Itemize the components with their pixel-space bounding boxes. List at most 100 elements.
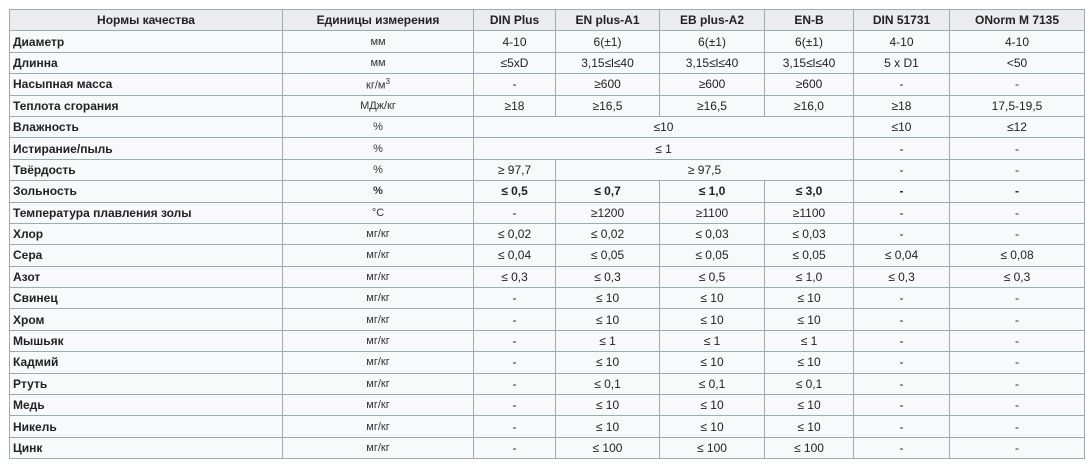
value-cell: ≤ 0,1	[555, 372, 660, 396]
table-row: Влажность% ≤10 ≤10 ≤12	[9, 115, 1085, 139]
row-unit: °C	[282, 201, 474, 224]
value-cell: -	[853, 351, 950, 374]
column-header: Единицы измерения	[282, 8, 474, 32]
value-cell: 6(±1)	[659, 30, 765, 53]
row-unit: мг/кг	[282, 265, 474, 289]
value-cell: ≤ 10	[659, 351, 765, 374]
value-cell: <50	[949, 51, 1085, 75]
value-cell: -	[473, 73, 556, 96]
value-cell: -	[853, 394, 950, 417]
unit-text: мг/кг	[366, 377, 390, 390]
unit-text: мг/кг	[366, 313, 390, 326]
unit-text: %	[373, 163, 383, 176]
row-name: Влажность	[9, 115, 283, 139]
unit-text: мг/кг	[366, 356, 390, 369]
value-cell: ≤ 100	[555, 436, 660, 460]
value-cell: ≤ 0,04	[853, 244, 950, 267]
unit-text: мг/кг	[366, 270, 390, 283]
unit-text: мг/кг	[366, 249, 390, 262]
row-unit: мг/кг	[282, 308, 474, 331]
row-unit: %	[282, 158, 474, 182]
row-unit: мг/кг	[282, 287, 474, 310]
column-header: EN plus-A1	[555, 8, 660, 32]
unit-text: мг/кг	[366, 292, 390, 305]
row-unit: мг/кг	[282, 222, 474, 246]
value-cell: -	[473, 287, 556, 310]
value-cell: ≥16,0	[764, 94, 854, 117]
value-cell: 17,5-19,5	[949, 94, 1085, 117]
value-cell: ≤ 0,3	[853, 265, 950, 289]
value-cell: -	[473, 329, 556, 353]
value-cell: ≤ 0,3	[949, 265, 1085, 289]
value-cell: ≤ 1,0	[764, 265, 854, 289]
row-unit: мм	[282, 30, 474, 53]
value-cell: ≤ 10	[555, 287, 660, 310]
value-cell: 3,15≤l≤40	[555, 51, 660, 75]
row-name: Свинец	[9, 287, 283, 310]
value-cell: -	[949, 308, 1085, 331]
row-unit: мг/кг	[282, 394, 474, 417]
value-cell: 5 x D1	[853, 51, 950, 75]
value-cell: ≤ 1	[555, 329, 660, 353]
value-cell: ≤10	[853, 115, 950, 139]
row-unit: мг/кг	[282, 415, 474, 438]
value-cell: ≥ 97,7	[473, 158, 556, 182]
value-cell: -	[853, 287, 950, 310]
row-unit: мг/кг	[282, 329, 474, 353]
table-row: Хлор мг/кг ≤ 0,02 ≤ 0,02 ≤ 0,03 ≤ 0,03- -	[9, 222, 1085, 246]
value-cell: ≤ 0,03	[764, 222, 854, 246]
row-name: Хлор	[9, 222, 283, 246]
row-name: Хром	[9, 308, 283, 331]
table-row: Медь мг/кг - ≤ 10 ≤ 10 ≤ 10- -	[9, 394, 1085, 417]
row-name: Температура плавления золы	[9, 201, 283, 224]
row-name: Истирание/пыль	[9, 137, 283, 160]
value-cell: ≤ 100	[659, 436, 765, 460]
value-cell: -	[949, 137, 1085, 160]
value-cell: ≥16,5	[555, 94, 660, 117]
value-cell: ≤ 0,08	[949, 244, 1085, 267]
value-cell: -	[949, 394, 1085, 417]
table-row: Никель мг/кг - ≤ 10 ≤ 10 ≤ 10- -	[9, 415, 1085, 438]
value-cell: -	[949, 73, 1085, 96]
row-name: Никель	[9, 415, 283, 438]
column-header: EB plus-A2	[659, 8, 765, 32]
column-header: ONorm M 7135	[949, 8, 1085, 32]
value-cell: ≤ 0,3	[555, 265, 660, 289]
unit-text: мг/кг	[366, 335, 390, 348]
value-cell: -	[853, 372, 950, 396]
value-cell: ≤ 0,1	[764, 372, 854, 396]
value-cell: 4-10	[949, 30, 1085, 53]
table-row: Ртуть мг/кг - ≤ 0,1 ≤ 0,1 ≤ 0,1- -	[9, 372, 1085, 396]
value-cell: 4-10	[473, 30, 556, 53]
row-unit: мг/кг	[282, 244, 474, 267]
value-cell: ≤ 0,7	[555, 180, 660, 203]
row-name: Насыпная масса	[9, 73, 283, 96]
value-cell: ≤ 0,5	[473, 180, 556, 203]
row-unit: %	[282, 115, 474, 139]
value-cell: -	[853, 180, 950, 203]
unit-text: мг/кг	[366, 228, 390, 241]
value-cell: ≥ 97,5	[555, 158, 854, 182]
value-cell: ≤ 1,0	[659, 180, 765, 203]
unit-text: мг/кг	[366, 442, 390, 454]
row-unit: мг/кг	[282, 351, 474, 374]
value-cell: ≤ 10	[555, 351, 660, 374]
unit-superscript: 3	[385, 77, 390, 87]
row-name: Ртуть	[9, 372, 283, 396]
value-cell: ≤ 10	[659, 308, 765, 331]
quality-standards-table: Нормы качества Единицы измерения DIN Plus E…	[9, 8, 1085, 460]
value-cell: -	[473, 201, 556, 224]
column-header: DIN Plus	[473, 8, 556, 32]
value-cell: ≤ 100	[764, 436, 854, 460]
value-cell: -	[949, 436, 1085, 460]
row-unit: МДж/кг	[282, 94, 474, 117]
table-row: Теплота сгорания МДж/кг ≥18 ≥16,5 ≥16,5 ≥16,0…	[9, 94, 1085, 117]
table-row: Кадмий мг/кг - ≤ 10 ≤ 10 ≤ 10- -	[9, 351, 1085, 374]
row-unit: кг/м3	[282, 73, 474, 96]
unit-text: %	[373, 185, 383, 198]
value-cell: ≤ 10	[555, 415, 660, 438]
value-cell: ≥1100	[659, 201, 765, 224]
value-cell: ≤ 0,1	[659, 372, 765, 396]
value-cell: 3,15≤l≤40	[659, 51, 765, 75]
row-unit: мг/кг	[282, 436, 474, 460]
